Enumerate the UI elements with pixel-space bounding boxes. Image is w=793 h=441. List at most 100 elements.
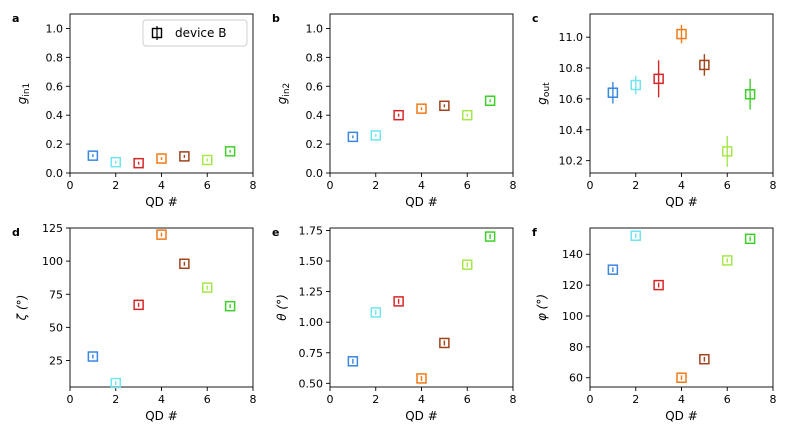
legend-box [142,19,248,47]
y-tick-label: 11.0 [559,31,584,44]
data-point [653,279,664,291]
data-point [676,28,687,40]
panel-letter: d [12,226,20,239]
data-point [484,231,496,242]
y-tick-label: 0.2 [46,138,64,151]
x-tick-label: 0 [587,393,594,406]
data-point [462,259,473,270]
y-axis-label: φ (°) [535,294,549,321]
data-point [133,299,144,311]
y-tick-label: 10.8 [559,62,584,75]
data-point [630,230,641,241]
y-tick-label: 100 [562,310,583,323]
y-axis-label: gout [535,82,552,105]
x-axis-label: QD # [405,195,438,209]
x-tick-label: 8 [510,393,517,406]
x-axis-label: QD # [145,195,178,209]
x-tick-label: 8 [770,179,777,192]
data-point [416,373,427,384]
data-point [744,89,756,100]
y-tick-label: 10.4 [559,124,584,137]
x-tick-label: 2 [372,179,379,192]
y-axis-label: gin2 [275,83,292,105]
y-tick-label: 10.2 [559,155,584,168]
x-tick-label: 2 [372,393,379,406]
x-tick-label: 8 [250,393,257,406]
panel-d: d 0 2 4 6 8 25 50 75 100 125 QD # ζ (°) [12,222,257,423]
x-tick-label: 6 [204,179,211,192]
data-point [699,59,710,71]
x-tick-label: 2 [112,393,119,406]
x-tick-label: 2 [632,179,639,192]
y-tick-label: 0.0 [306,167,324,180]
data-point [110,377,121,389]
y-tick-label: 1.0 [46,22,64,35]
y-axis-label: ζ (°) [15,295,29,322]
y-tick-label: 0.0 [46,167,64,180]
data-point [439,100,450,112]
y-axis-label: gin1 [15,83,32,105]
data-point [347,131,359,143]
data-point [484,95,496,106]
y-tick-label: 0.4 [46,109,64,122]
x-tick-label: 4 [678,179,685,192]
x-tick-label: 8 [510,179,517,192]
y-tick-label: 1.0 [306,22,324,35]
data-point [607,264,619,275]
panel-letter: e [272,226,279,239]
data-point [722,255,733,266]
x-tick-label: 4 [158,393,165,406]
y-tick-label: 140 [562,248,583,261]
x-tick-label: 6 [204,393,211,406]
x-tick-label: 2 [112,179,119,192]
panel-letter: c [532,12,539,25]
data-point [439,337,450,349]
x-tick-label: 2 [632,393,639,406]
x-tick-label: 0 [67,179,74,192]
y-tick-label: 10.6 [559,93,584,106]
data-point [393,296,404,307]
y-tick-label: 80 [569,341,583,354]
legend-marker [151,27,163,39]
y-tick-label: 1.25 [299,286,324,299]
y-tick-label: 125 [42,222,63,235]
data-point [156,229,167,240]
data-point [202,154,213,166]
data-point [156,153,167,164]
x-tick-label: 0 [327,179,334,192]
y-tick-label: 0.6 [306,80,324,93]
data-point [653,73,664,85]
panel-letter: b [272,12,280,25]
x-tick-label: 0 [327,393,334,406]
data-point [370,307,381,318]
x-tick-label: 4 [418,393,425,406]
x-tick-label: 4 [158,179,165,192]
y-tick-label: 0.2 [306,138,324,151]
y-tick-label: 75 [49,288,63,301]
data-point [370,130,381,141]
x-tick-label: 4 [678,393,685,406]
y-axis-label: θ (°) [275,294,289,321]
panel-letter: f [532,226,537,239]
panel-b: b 0 2 4 6 8 0.0 0.2 0.4 0.6 0.8 1.0 QD # gin2 [272,12,517,209]
y-tick-label: 1.00 [299,316,324,329]
data-point [676,372,687,383]
legend-label: device B [175,26,226,40]
x-tick-label: 0 [587,179,594,192]
panel-f: f 0 2 4 6 8 60 80 100 120 140 QD # φ (°) [532,226,777,423]
y-tick-label: 60 [569,372,583,385]
x-tick-label: 6 [464,393,471,406]
y-tick-label: 0.4 [306,109,324,122]
y-tick-label: 0.8 [306,51,324,64]
data-point [416,103,427,114]
axes-frame [329,13,514,174]
y-tick-label: 120 [562,279,583,292]
x-tick-label: 6 [724,179,731,192]
data-point [87,351,99,362]
panel-c: c 0 2 4 6 8 10.2 10.4 10.6 10.8 11.0 QD # gout [532,12,777,209]
data-point [224,146,236,157]
y-tick-label: 1.75 [299,224,324,237]
data-point [87,150,99,161]
data-point [744,233,756,245]
